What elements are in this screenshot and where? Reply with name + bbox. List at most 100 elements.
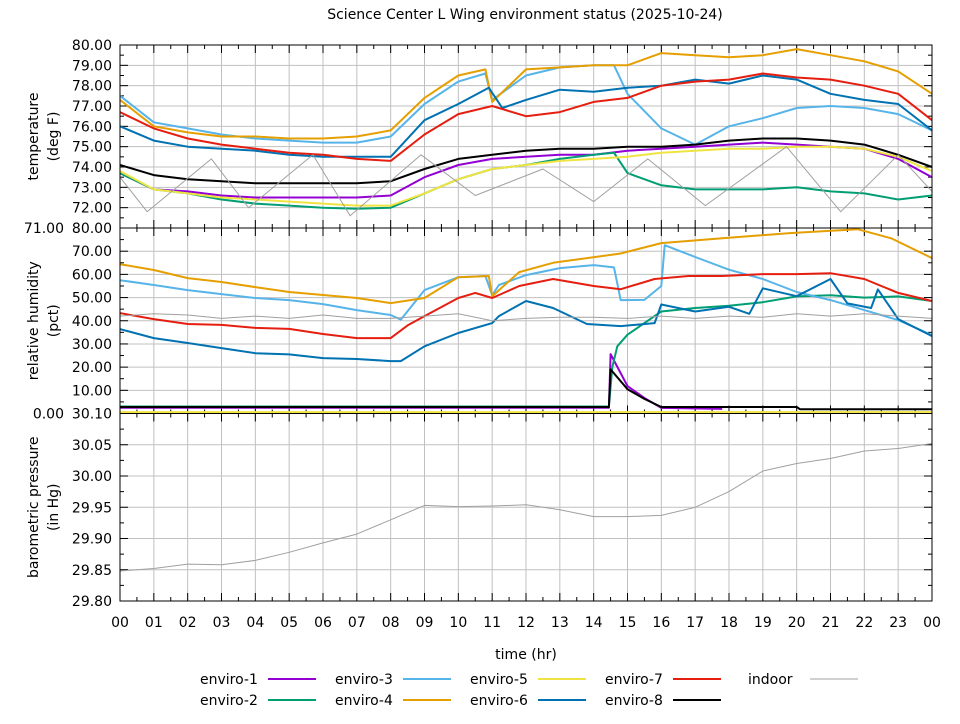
legend-item-enviro-4: enviro-4: [335, 693, 451, 709]
legend-item-enviro-3: enviro-3: [335, 672, 451, 688]
y-tick-label: 79.00: [72, 58, 112, 74]
legend-label: enviro-5: [470, 672, 528, 688]
y-axis-label: temperature (deg F): [26, 93, 62, 181]
y-tick-label: 29.90: [72, 532, 112, 548]
series-group: [120, 48, 932, 217]
x-tick-label: 12: [517, 615, 535, 631]
x-tick-label: 19: [754, 615, 772, 631]
x-tick-label: 07: [348, 615, 366, 631]
x-tick-labels: 00 01 02 03 04 05 06 07 08 09 10 11 12 13 14 15 16 17 18 19…: [111, 615, 941, 631]
y-axis-label-line1: barometric pressure: [26, 437, 42, 578]
series-line-enviro-1-temperature: [120, 141, 932, 199]
y-tick-label: 29.95: [72, 500, 112, 516]
series-line-enviro-6-temperature: [120, 74, 932, 158]
panels: 71.00 72.00 73.00 74.00 75.00 76.00 77.00 78.00…: [24, 38, 933, 610]
y-tick-label: 76.00: [72, 119, 112, 135]
x-tick-label: 02: [179, 615, 197, 631]
y-tick-label: 30.00: [72, 469, 112, 485]
y-tick-label: 50.00: [72, 291, 112, 307]
y-tick-label: 10.00: [72, 383, 112, 399]
y-tick-label: 78.00: [72, 79, 112, 95]
x-tick-label: 16: [652, 615, 670, 631]
series-line-enviro-1-humidity: [120, 353, 723, 410]
panel-humidity: 0.00 10.00 20.00 30.00 40.00 50.00 60.00 70.00 8…: [26, 221, 933, 423]
series-line-enviro-3-temperature: [120, 64, 932, 146]
panel-temperature: 71.00 72.00 73.00 74.00 75.00 76.00 77.00 78.00…: [24, 38, 933, 237]
y-tick-label: 77.00: [72, 99, 112, 115]
panel-pressure: 29.80 29.85 29.90 29.95 30.00 30.05 30.10 barom…: [26, 407, 933, 610]
legend-label: enviro-4: [335, 693, 393, 709]
x-tick-label: 21: [822, 615, 840, 631]
legend: enviro-1 enviro-2 enviro-3 enviro-4 enviro-5…: [200, 672, 858, 709]
y-tick-label: 29.85: [72, 563, 112, 579]
legend-item-enviro-6: enviro-6: [470, 693, 586, 709]
y-tick-label: 75.00: [72, 140, 112, 156]
legend-label: enviro-8: [605, 693, 663, 709]
x-tick-label: 10: [449, 615, 467, 631]
legend-item-indoor: indoor: [748, 672, 858, 688]
y-tick-label: 60.00: [72, 267, 112, 283]
x-tick-label: 20: [788, 615, 806, 631]
series-line-enviro-6-humidity: [120, 278, 932, 363]
series-line-enviro-4-humidity: [120, 228, 932, 305]
legend-label: enviro-6: [470, 693, 528, 709]
series-line-enviro-7-humidity: [120, 272, 932, 340]
x-tick-label: 17: [686, 615, 704, 631]
series-group: [120, 443, 932, 572]
y-tick-label: 29.80: [72, 594, 112, 610]
y-tick-label: 73.00: [72, 180, 112, 196]
legend-item-enviro-8: enviro-8: [605, 693, 721, 709]
x-tick-label: 13: [551, 615, 569, 631]
legend-item-enviro-7: enviro-7: [605, 672, 721, 688]
legend-label: enviro-1: [200, 672, 258, 688]
x-tick-label: 08: [382, 615, 400, 631]
y-tick-label: 72.00: [72, 201, 112, 217]
series-line-enviro-5-temperature: [120, 145, 932, 207]
series-line-enviro-7-temperature: [120, 72, 932, 162]
series-line-enviro-2-humidity: [120, 294, 932, 408]
x-tick-label: 00: [923, 615, 941, 631]
y-tick-label: 30.10: [72, 407, 112, 423]
y-axis-label-line2: (pct): [46, 304, 62, 337]
y-axis-label-line1: relative humidity: [26, 261, 42, 380]
series-line-indoor-temperature: [120, 146, 932, 217]
x-tick-label: 23: [889, 615, 907, 631]
legend-label: enviro-7: [605, 672, 663, 688]
x-tick-label: 05: [280, 615, 298, 631]
series-line-enviro-4-temperature: [120, 48, 932, 140]
x-tick-label: 04: [246, 615, 264, 631]
x-tick-label: 01: [145, 615, 163, 631]
series-group: [120, 228, 932, 414]
x-axis-label: time (hr): [495, 647, 557, 663]
x-tick-label: 22: [855, 615, 873, 631]
x-tick-label: 18: [720, 615, 738, 631]
series-line-enviro-8-humidity: [120, 368, 932, 411]
x-tick-label: 06: [314, 615, 332, 631]
legend-item-enviro-5: enviro-5: [470, 672, 586, 688]
series-line-enviro-8-temperature: [120, 137, 932, 185]
series-line-indoor-pressure: [120, 443, 932, 572]
y-tick-label: 40.00: [72, 314, 112, 330]
y-axis-label: relative humidity (pct): [26, 261, 62, 380]
y-tick-label: 80.00: [72, 38, 112, 54]
y-tick-label: 30.00: [72, 337, 112, 353]
x-tick-label: 11: [483, 615, 501, 631]
chart-title: Science Center L Wing environment status…: [327, 7, 723, 23]
y-tick-label: 0.00: [33, 407, 64, 423]
x-tick-label: 15: [619, 615, 637, 631]
y-axis-label-line2: (deg F): [46, 112, 62, 162]
series-line-indoor-humidity: [120, 313, 932, 322]
x-tick-label: 03: [213, 615, 231, 631]
panel-border: [119, 413, 933, 602]
legend-item-enviro-1: enviro-1: [200, 672, 316, 688]
y-axis-label: barometric pressure (in Hg): [26, 437, 62, 578]
x-tick-label: 14: [585, 615, 603, 631]
y-tick-label: 30.05: [72, 438, 112, 454]
y-tick-label: 70.00: [72, 244, 112, 260]
series-line-enviro-3-humidity: [120, 244, 932, 337]
y-tick-label: 71.00: [24, 221, 64, 237]
y-axis-label-line2: (in Hg): [46, 483, 62, 531]
legend-item-enviro-2: enviro-2: [200, 693, 316, 709]
y-tick-label: 74.00: [72, 160, 112, 176]
